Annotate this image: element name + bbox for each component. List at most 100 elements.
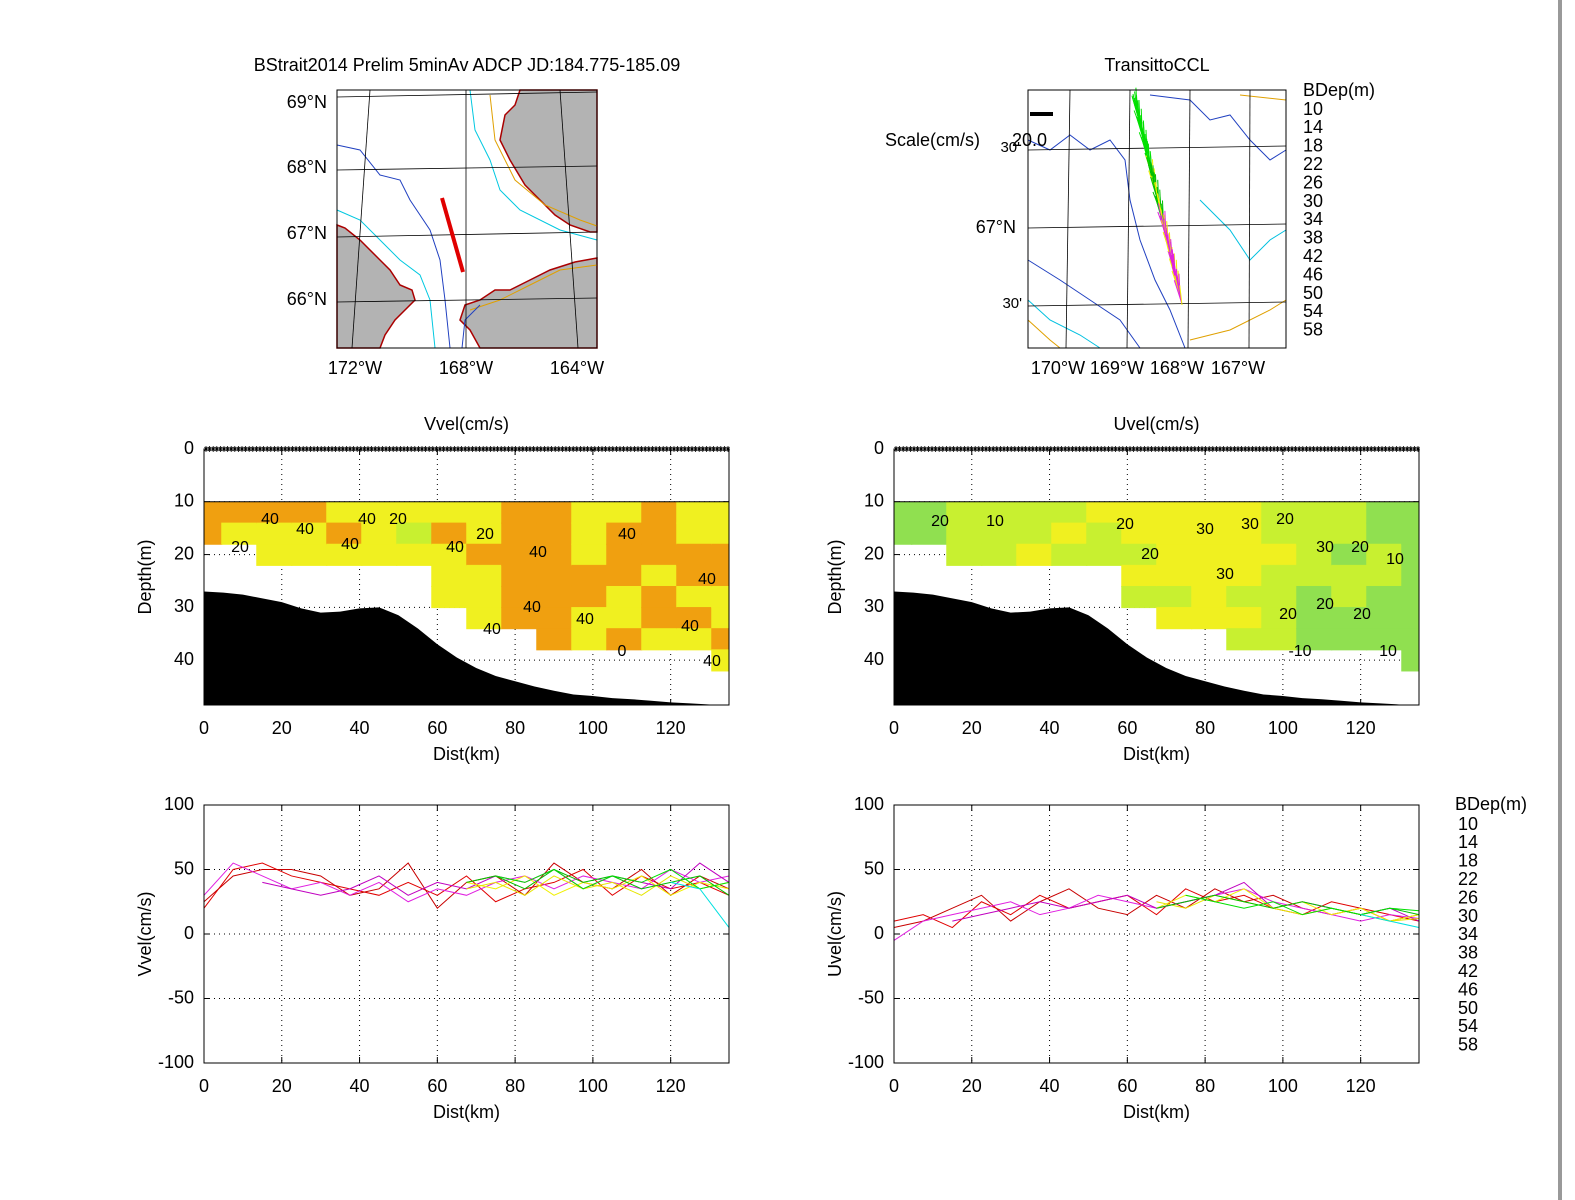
contour-cell [361,543,398,566]
contour-cell [1016,522,1053,545]
isobath [1027,299,1101,349]
y-tick-label: 100 [164,794,194,814]
contour-cell [466,501,503,524]
contour-cell [641,585,678,609]
y-tick-label: 0 [874,923,884,943]
contour-cell [1296,501,1333,524]
lat-label: 68°N [287,157,327,177]
isobath [336,144,451,349]
contour-label: 30 [1216,566,1234,583]
contour-label: 30 [1196,521,1214,538]
y-axis-label: Uvel(cm/s) [825,891,845,977]
contour-label: 40 [618,526,636,543]
legend-entry: 54 [1458,1016,1478,1036]
contour-cell [711,628,729,651]
x-tick-label: 20 [962,1076,982,1096]
contour-cell [1366,501,1403,524]
contour-cell [606,543,643,566]
contour-cell [1401,628,1419,651]
x-axis-label: Dist(km) [1123,1102,1190,1122]
x-tick-label: 120 [1346,718,1376,738]
contour-cell [536,564,573,587]
series-line [1185,894,1420,916]
graticule [336,91,598,98]
graticule [1126,89,1131,349]
contour-cell [1331,501,1368,524]
lon-label: 169°W [1090,358,1144,378]
contour-cell [1156,522,1193,545]
series-line [466,875,730,896]
contour-label: 40 [446,539,464,556]
contour-cell [676,501,713,524]
contour-cell [606,564,643,587]
x-tick-label: 100 [578,1076,608,1096]
isobath [1027,319,1061,349]
y-tick-label: 50 [174,858,194,878]
contour-cell [1331,564,1368,587]
contour-cell [1226,628,1263,651]
contour-label: 20 [1316,596,1334,613]
contour-cell [1156,564,1193,587]
y-axis-label: Vvel(cm/s) [135,892,155,977]
y-tick-label: 50 [864,858,884,878]
legend-title: BDep(m) [1455,794,1527,814]
plot-frame [336,89,598,349]
x-tick-label: 0 [889,1076,899,1096]
contour-cell [466,585,503,609]
contour-cell [431,564,468,587]
y-tick-label: 10 [864,491,884,511]
legend-title: BDep(m) [1303,80,1375,100]
y-tick-label: 30 [864,596,884,616]
legend-entry: 22 [1458,869,1478,889]
legend-entry: 10 [1303,99,1323,119]
series-line [495,868,730,890]
contour-cell [571,543,608,566]
legend-entry: 26 [1458,887,1478,907]
x-tick-label: 60 [427,1076,447,1096]
legend-entry: 58 [1458,1035,1478,1055]
x-tick-label: 0 [889,718,899,738]
contour-cell [571,585,608,609]
x-tick-label: 0 [199,718,209,738]
lat-label: 67°N [287,223,327,243]
legend-entry: 34 [1303,209,1323,229]
scale-value: 20.0 [1012,130,1047,150]
contour-cell [1366,564,1403,587]
contour-cell [1366,607,1403,630]
contour-cell [1296,564,1333,587]
contour-label: 10 [986,513,1004,530]
y-tick-label: 30 [174,596,194,616]
chart-title: Vvel(cm/s) [424,414,509,434]
legend-entry: 38 [1458,943,1478,963]
contour-label: 20 [231,539,249,556]
contour-label: 20 [476,526,494,543]
chart-title: TransittoCCL [1104,55,1209,75]
lon-label: 168°W [1150,358,1204,378]
x-tick-label: 20 [272,718,292,738]
contour-label: 10 [1379,643,1397,660]
x-tick-label: 0 [199,1076,209,1096]
contour-cell [536,522,573,545]
contour-cell [1331,585,1368,609]
graticule [351,89,371,349]
contour-cell [1226,585,1263,609]
contour-label: 40 [698,571,716,588]
contour-label: 40 [341,536,359,553]
y-tick-label: -100 [848,1052,884,1072]
legend-entry: 42 [1458,961,1478,981]
contour-label: 20 [1116,516,1134,533]
graticule [336,231,598,238]
graticule [1065,89,1071,349]
bathymetry [894,591,1419,705]
contour-cell [536,501,573,524]
contour-cell [536,628,573,651]
graticule [1248,89,1251,349]
contour-cell [1401,564,1419,587]
graticule [1187,89,1191,349]
graticule [336,165,598,171]
contour-cell [1121,564,1158,587]
contour-cell [1261,543,1298,566]
x-tick-label: 120 [1346,1076,1376,1096]
x-tick-label: 80 [1195,718,1215,738]
contour-cell [1401,585,1419,609]
